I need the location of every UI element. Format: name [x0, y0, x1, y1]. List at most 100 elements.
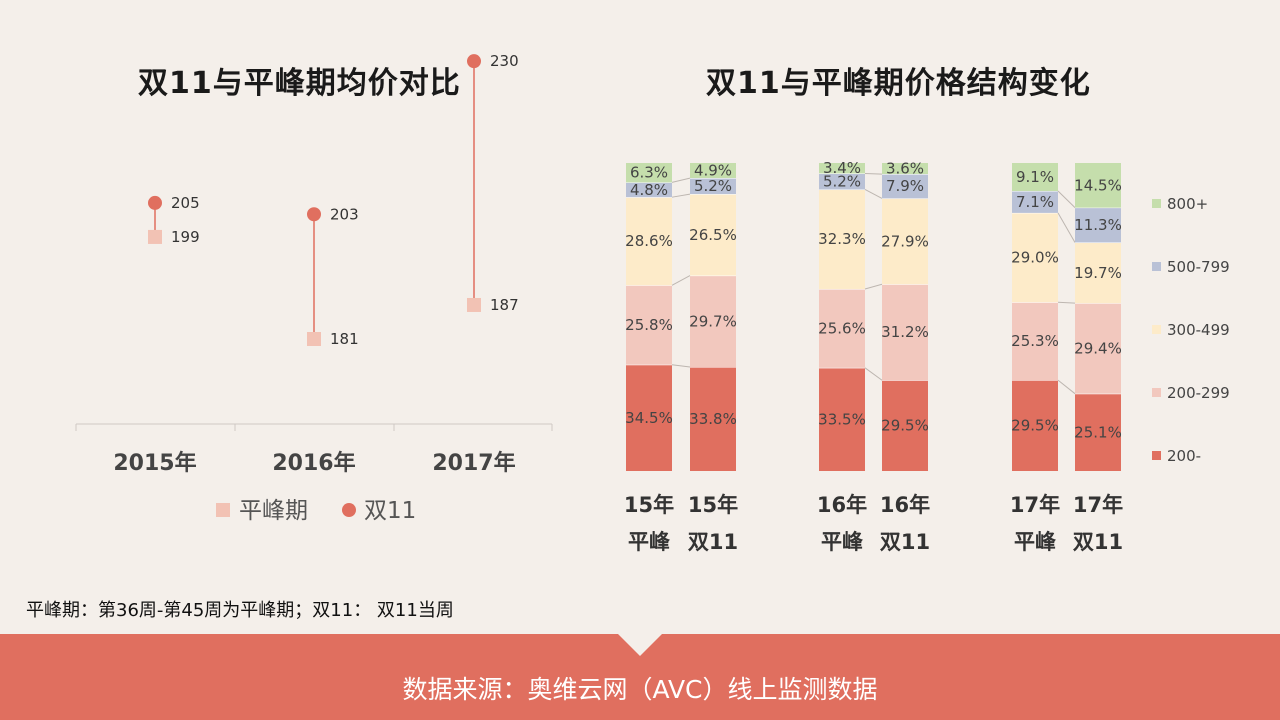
- bar-segment: [1075, 163, 1121, 208]
- series-connector: [864, 367, 883, 381]
- bar-segment: [882, 198, 928, 285]
- bar-segment: [690, 163, 736, 179]
- x-tick-period: 平峰: [821, 530, 863, 554]
- series-connector: [671, 275, 691, 286]
- legend-peak-label: 平峰期: [239, 498, 308, 524]
- bar-segment: [626, 285, 672, 365]
- x-tick-year: 15年: [688, 493, 738, 517]
- series-connector: [671, 364, 691, 368]
- series-connector: [864, 283, 883, 290]
- legend-swatch: [1152, 262, 1161, 271]
- footer-notch: [618, 634, 662, 656]
- x-tick-label: 2016年: [272, 450, 355, 476]
- bar-segment: [626, 197, 672, 286]
- double11-marker: [307, 207, 321, 222]
- segment-value-label: 33.8%: [689, 410, 737, 428]
- peak-marker: [467, 297, 481, 312]
- series-connector: [1057, 301, 1076, 304]
- legend-label: 200-: [1167, 447, 1201, 465]
- x-tick-period: 双11: [1073, 530, 1123, 554]
- bar-segment: [1012, 302, 1058, 381]
- segment-value-label: 27.9%: [881, 232, 929, 250]
- series-connector: [1057, 190, 1076, 209]
- series-connector: [1057, 212, 1076, 243]
- segment-value-label: 32.3%: [818, 230, 866, 248]
- series-connector: [864, 189, 883, 199]
- bar-segment: [1012, 163, 1058, 192]
- bar-segment: [690, 178, 736, 195]
- segment-value-label: 11.3%: [1074, 216, 1122, 234]
- series-connector: [864, 172, 883, 175]
- bar-segment: [882, 380, 928, 471]
- bar-segment: [819, 288, 865, 368]
- legend-peak-swatch: [216, 503, 230, 517]
- legend-label: 200-299: [1167, 384, 1230, 402]
- x-tick-period: 平峰: [628, 530, 670, 554]
- segment-value-label: 5.2%: [823, 172, 861, 190]
- legend-label: 300-499: [1167, 321, 1230, 339]
- legend-swatch: [1152, 199, 1161, 208]
- data-source: 数据来源：奥维云网（AVC）线上监测数据: [402, 675, 878, 704]
- segment-value-label: 29.0%: [1011, 249, 1059, 267]
- peak-value-label: 181: [330, 330, 359, 348]
- x-tick-label: 2015年: [113, 450, 196, 476]
- bar-segment: [1012, 191, 1058, 213]
- segment-value-label: 14.5%: [1074, 176, 1122, 194]
- double11-marker: [148, 195, 162, 210]
- segment-value-label: 31.2%: [881, 323, 929, 341]
- double11-marker: [467, 54, 481, 69]
- x-tick-year: 16年: [880, 493, 930, 517]
- bar-segment: [690, 194, 736, 276]
- segment-value-label: 29.7%: [689, 312, 737, 330]
- double11-value-label: 205: [171, 194, 200, 212]
- segment-value-label: 29.5%: [1011, 417, 1059, 435]
- x-tick-period: 双11: [880, 530, 930, 554]
- bar-segment: [626, 182, 672, 198]
- period-note: 平峰期：第36周-第45周为平峰期；双11： 双11当周: [26, 600, 454, 621]
- peak-value-label: 187: [490, 296, 519, 314]
- left-chart-title: 双11与平峰期均价对比: [138, 66, 461, 101]
- segment-value-label: 26.5%: [689, 226, 737, 244]
- bar-segment: [1075, 207, 1121, 243]
- segment-value-label: 33.5%: [818, 410, 866, 428]
- bar-segment: [819, 189, 865, 289]
- right-chart-title: 双11与平峰期价格结构变化: [706, 66, 1091, 101]
- series-connector: [671, 193, 691, 198]
- bar-segment: [1075, 303, 1121, 394]
- legend-double11-swatch: [342, 503, 356, 517]
- x-tick-year: 17年: [1073, 493, 1123, 517]
- bar-segment: [882, 174, 928, 199]
- segment-value-label: 3.4%: [823, 159, 861, 177]
- bar-segment: [819, 367, 865, 471]
- bar-segment: [882, 163, 928, 175]
- segment-value-label: 25.3%: [1011, 332, 1059, 350]
- segment-value-label: 34.5%: [625, 409, 673, 427]
- x-tick-year: 15年: [624, 493, 674, 517]
- bar-segment: [819, 173, 865, 190]
- segment-value-label: 6.3%: [630, 164, 668, 182]
- segment-value-label: 25.6%: [818, 319, 866, 337]
- bar-segment: [1012, 380, 1058, 471]
- segment-value-label: 9.1%: [1016, 168, 1054, 186]
- bar-segment: [1075, 242, 1121, 304]
- double11-value-label: 230: [490, 52, 519, 70]
- peak-marker: [148, 229, 162, 244]
- legend-double11-label: 双11: [364, 498, 416, 524]
- x-tick-year: 17年: [1010, 493, 1060, 517]
- peak-value-label: 199: [171, 228, 200, 246]
- bar-segment: [1075, 393, 1121, 471]
- x-tick-label: 2017年: [432, 450, 515, 476]
- x-tick-period: 双11: [688, 530, 738, 554]
- peak-marker: [307, 332, 321, 346]
- segment-value-label: 25.8%: [625, 316, 673, 334]
- series-connector: [1057, 379, 1076, 395]
- bar-segment: [819, 163, 865, 174]
- bar-segment: [882, 284, 928, 381]
- segment-value-label: 4.9%: [694, 162, 732, 180]
- bar-segment: [1012, 212, 1058, 303]
- bar-segment: [626, 364, 672, 471]
- footer-bar: [0, 634, 1280, 720]
- segment-value-label: 7.1%: [1016, 193, 1054, 211]
